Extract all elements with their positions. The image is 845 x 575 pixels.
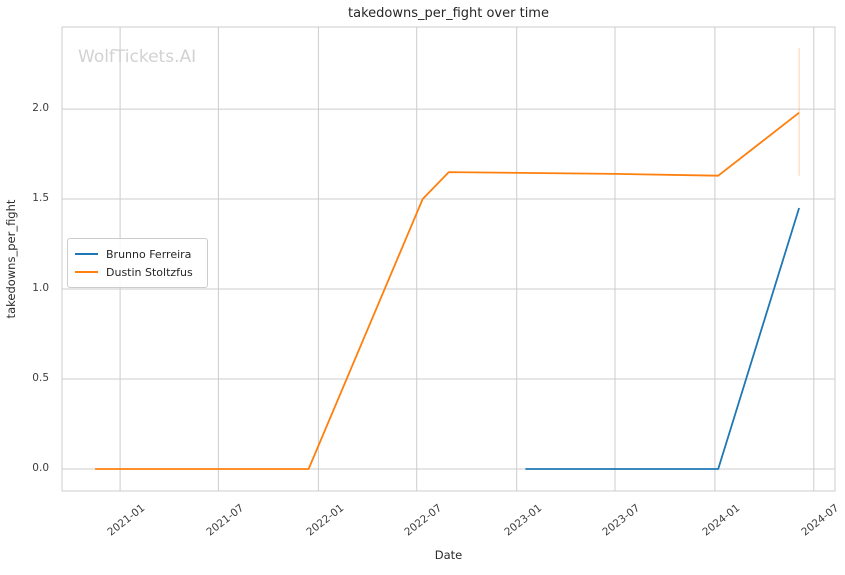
legend: Brunno Ferreira Dustin Stoltzfus	[67, 238, 208, 288]
legend-item: Dustin Stoltzfus	[75, 264, 199, 280]
plot-border	[61, 26, 836, 492]
y-tick-label: 1.5	[32, 192, 49, 204]
legend-line-sample-orange	[75, 271, 98, 273]
legend-label: Dustin Stoltzfus	[106, 265, 193, 279]
chart-title: takedowns_per_fight over time	[348, 6, 549, 21]
series-line-brunno-ferreira	[525, 207, 800, 470]
y-axis-label: takedowns_per_fight	[4, 199, 18, 319]
legend-label: Brunno Ferreira	[106, 247, 192, 261]
y-tick-label: 0.5	[32, 372, 49, 384]
legend-item: Brunno Ferreira	[75, 246, 199, 262]
x-axis-label: Date	[434, 548, 463, 562]
legend-line-sample-blue	[75, 253, 98, 255]
watermark: WolfTickets.AI	[78, 47, 197, 67]
y-tick-label: 1.0	[32, 282, 49, 294]
y-tick-label: 2.0	[32, 102, 49, 115]
y-tick-label: 0.0	[32, 462, 49, 474]
series-line-dustin-stoltzfus	[95, 111, 800, 470]
